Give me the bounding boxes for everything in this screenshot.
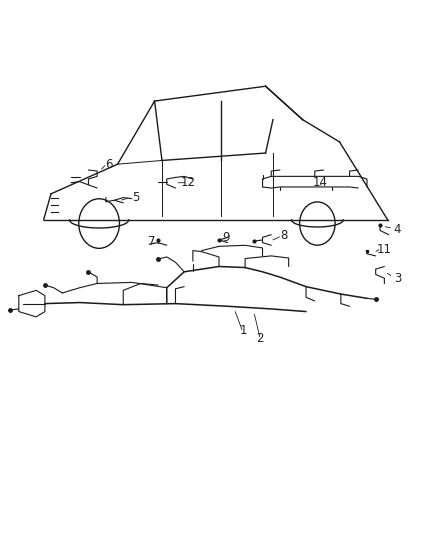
Text: 11: 11 bbox=[377, 243, 392, 256]
Text: 3: 3 bbox=[394, 272, 401, 285]
Text: 12: 12 bbox=[181, 176, 196, 189]
Text: 4: 4 bbox=[394, 223, 401, 236]
Text: 8: 8 bbox=[281, 229, 288, 242]
Text: 1: 1 bbox=[239, 324, 247, 337]
Text: 7: 7 bbox=[148, 235, 155, 247]
Text: 6: 6 bbox=[106, 158, 113, 171]
Text: 2: 2 bbox=[257, 332, 264, 344]
Text: 5: 5 bbox=[132, 191, 139, 204]
Text: 9: 9 bbox=[222, 231, 229, 244]
Text: 14: 14 bbox=[312, 176, 328, 189]
